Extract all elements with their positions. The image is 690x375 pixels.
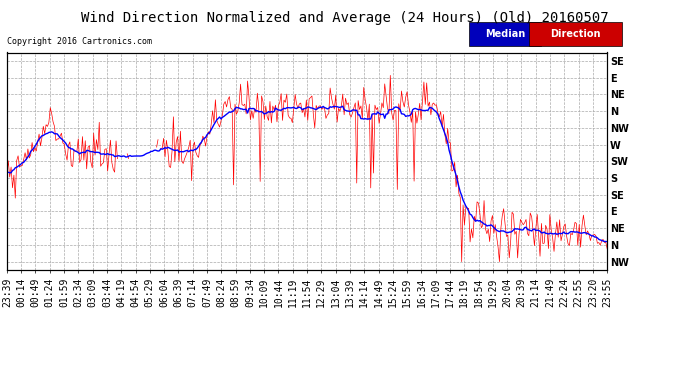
Text: Copyright 2016 Cartronics.com: Copyright 2016 Cartronics.com	[7, 38, 152, 46]
Text: Median: Median	[485, 29, 525, 39]
Text: Direction: Direction	[551, 29, 601, 39]
Text: Wind Direction Normalized and Average (24 Hours) (Old) 20160507: Wind Direction Normalized and Average (2…	[81, 11, 609, 25]
FancyBboxPatch shape	[529, 22, 622, 46]
FancyBboxPatch shape	[469, 22, 541, 46]
